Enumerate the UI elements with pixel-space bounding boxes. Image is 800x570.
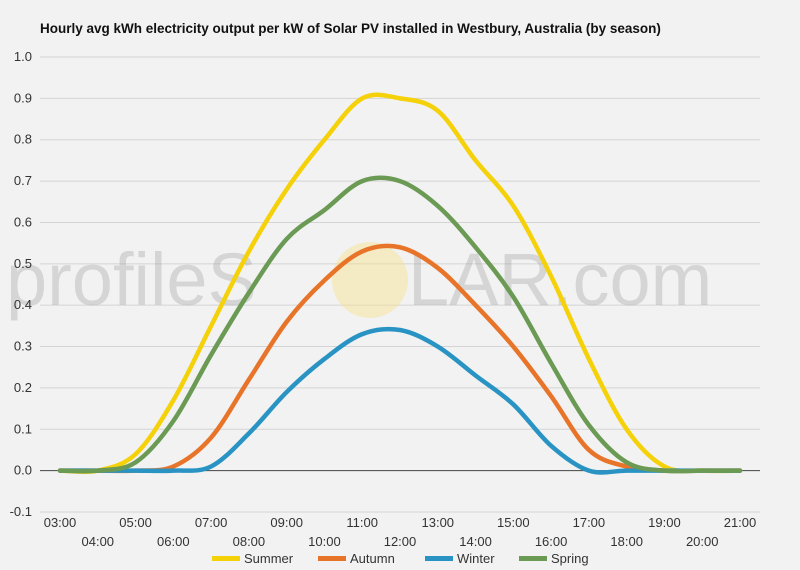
- y-tick-label: 0.4: [14, 297, 32, 312]
- x-tick-label: 18:00: [610, 534, 643, 549]
- legend-swatch: [212, 556, 240, 561]
- legend-item-autumn: Autumn: [318, 551, 395, 566]
- legend-label: Autumn: [350, 551, 395, 566]
- chart-title: Hourly avg kWh electricity output per kW…: [40, 21, 661, 36]
- watermark: profileS LAR.com: [6, 238, 712, 321]
- legend-swatch: [318, 556, 346, 561]
- legend-item-summer: Summer: [212, 551, 294, 566]
- x-tick-label: 16:00: [535, 534, 568, 549]
- x-tick-label: 14:00: [459, 534, 492, 549]
- legend-swatch: [425, 556, 453, 561]
- watermark-sun-logo: [332, 242, 408, 318]
- x-tick-label: 03:00: [44, 515, 77, 530]
- x-tick-label: 05:00: [119, 515, 152, 530]
- y-tick-label: 0.2: [14, 380, 32, 395]
- x-tick-label: 07:00: [195, 515, 228, 530]
- y-tick-label: 0.7: [14, 173, 32, 188]
- y-tick-label: 0.6: [14, 214, 32, 229]
- x-tick-label: 17:00: [573, 515, 606, 530]
- legend-label: Summer: [244, 551, 294, 566]
- series-line-spring: [57, 175, 743, 474]
- x-tick-label: 08:00: [233, 534, 266, 549]
- x-tick-label: 06:00: [157, 534, 190, 549]
- y-tick-label: -0.1: [10, 504, 32, 519]
- y-tick-label: 0.5: [14, 256, 32, 271]
- legend-label: Winter: [457, 551, 495, 566]
- y-tick-label: 0.8: [14, 132, 32, 147]
- y-tick-label: 0.1: [14, 421, 32, 436]
- watermark-text-left: profileS: [6, 238, 257, 321]
- x-tick-label: 21:00: [724, 515, 757, 530]
- y-tick-label: 1.0: [14, 49, 32, 64]
- x-tick-label: 04:00: [82, 534, 115, 549]
- series-line-autumn: [57, 243, 743, 474]
- series-line-summer: [57, 92, 743, 475]
- series-line-winter: [57, 326, 743, 475]
- x-tick-label: 13:00: [422, 515, 455, 530]
- gridlines: [40, 56, 760, 513]
- legend-item-winter: Winter: [425, 551, 495, 566]
- watermark-text-right: LAR.com: [408, 238, 712, 321]
- legend-item-spring: Spring: [519, 551, 589, 566]
- x-tick-label: 11:00: [346, 515, 378, 530]
- legend-swatch: [519, 556, 547, 561]
- x-tick-label: 09:00: [270, 515, 303, 530]
- legend: Summer Autumn Winter Spring: [212, 551, 589, 566]
- legend-label: Spring: [551, 551, 589, 566]
- x-tick-label: 19:00: [648, 515, 681, 530]
- x-tick-label: 20:00: [686, 534, 719, 549]
- x-tick-label: 10:00: [308, 534, 341, 549]
- y-tick-label: 0.9: [14, 90, 32, 105]
- series-lines: [57, 92, 743, 475]
- x-tick-label: 12:00: [384, 534, 417, 549]
- y-tick-label: 0.0: [14, 463, 32, 478]
- x-tick-label: 15:00: [497, 515, 530, 530]
- y-tick-label: 0.3: [14, 339, 32, 354]
- axes: -0.1 0.0 0.1 0.2 0.3 0.4 0.5 0.6 0.7 0.8 0.9 1.0 03:…: [10, 49, 760, 549]
